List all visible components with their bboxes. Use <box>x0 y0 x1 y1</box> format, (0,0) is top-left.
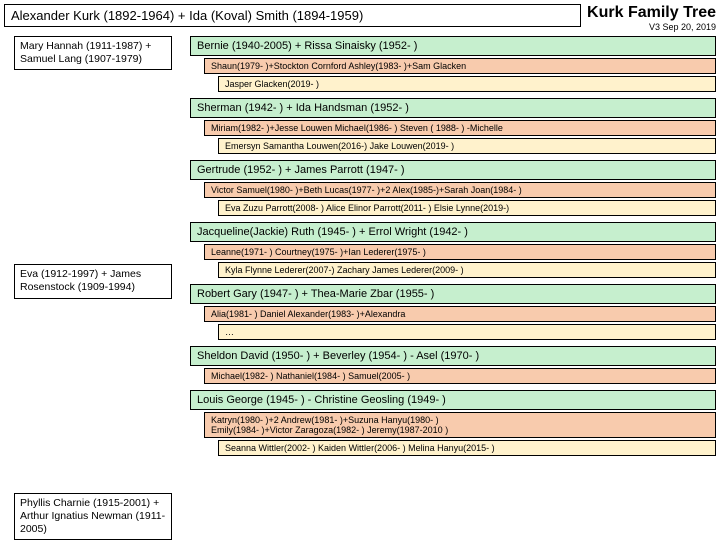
gen2-box: Katryn(1980- )+2 Andrew(1981- )+Suzuna H… <box>204 412 716 438</box>
spouse-box-3: Phyllis Charnie (1915-2001) + Arthur Ign… <box>14 493 172 540</box>
family-block: Jacqueline(Jackie) Ruth (1945- ) + Errol… <box>190 222 716 278</box>
spouse-box-2: Eva (1912-1997) + James Rosenstock (1909… <box>14 264 172 298</box>
gen1-box: Louis George (1945- ) - Christine Geosli… <box>190 390 716 410</box>
gen2-box: Alia(1981- ) Daniel Alexander(1983- )+Al… <box>204 306 716 322</box>
gen2-box: Victor Samuel(1980- )+Beth Lucas(1977- )… <box>204 182 716 198</box>
gen2-box: Miriam(1982- )+Jesse Louwen Michael(1986… <box>204 120 716 136</box>
spouse-box-1: Mary Hannah (1911-1987) + Samuel Lang (1… <box>14 36 172 70</box>
version-label: V3 Sep 20, 2019 <box>587 22 716 32</box>
gen2-box: Shaun(1979- )+Stockton Cornford Ashley(1… <box>204 58 716 74</box>
gen3-box: Jasper Glacken(2019- ) <box>218 76 716 92</box>
gen1-box: Jacqueline(Jackie) Ruth (1945- ) + Errol… <box>190 222 716 242</box>
gen1-box: Sheldon David (1950- ) + Beverley (1954-… <box>190 346 716 366</box>
page-title: Kurk Family Tree <box>587 4 716 22</box>
gen3-box: Seanna Wittler(2002- ) Kaiden Wittler(20… <box>218 440 716 456</box>
root-couple: Alexander Kurk (1892-1964) + Ida (Koval)… <box>4 4 581 27</box>
family-block: Bernie (1940-2005) + Rissa Sinaisky (195… <box>190 36 716 92</box>
gen2-box: Michael(1982- ) Nathaniel(1984- ) Samuel… <box>204 368 716 384</box>
gen1-box: Bernie (1940-2005) + Rissa Sinaisky (195… <box>190 36 716 56</box>
gen2-box: Leanne(1971- ) Courtney(1975- )+Ian Lede… <box>204 244 716 260</box>
family-block: Louis George (1945- ) - Christine Geosli… <box>190 390 716 456</box>
family-block: Sherman (1942- ) + Ida Handsman (1952- )… <box>190 98 716 154</box>
family-block: Robert Gary (1947- ) + Thea-Marie Zbar (… <box>190 284 716 340</box>
gen3-box: Emersyn Samantha Louwen(2016-) Jake Louw… <box>218 138 716 154</box>
gen3-box: Eva Zuzu Parrott(2008- ) Alice Elinor Pa… <box>218 200 716 216</box>
gen1-box: Sherman (1942- ) + Ida Handsman (1952- ) <box>190 98 716 118</box>
gen1-box: Robert Gary (1947- ) + Thea-Marie Zbar (… <box>190 284 716 304</box>
gen1-box: Gertrude (1952- ) + James Parrott (1947-… <box>190 160 716 180</box>
gen3-box: Kyla Flynne Lederer(2007-) Zachary James… <box>218 262 716 278</box>
family-block: Sheldon David (1950- ) + Beverley (1954-… <box>190 346 716 384</box>
family-block: Gertrude (1952- ) + James Parrott (1947-… <box>190 160 716 216</box>
gen3-box: … <box>218 324 716 340</box>
title-block: Kurk Family Tree V3 Sep 20, 2019 <box>587 4 716 32</box>
